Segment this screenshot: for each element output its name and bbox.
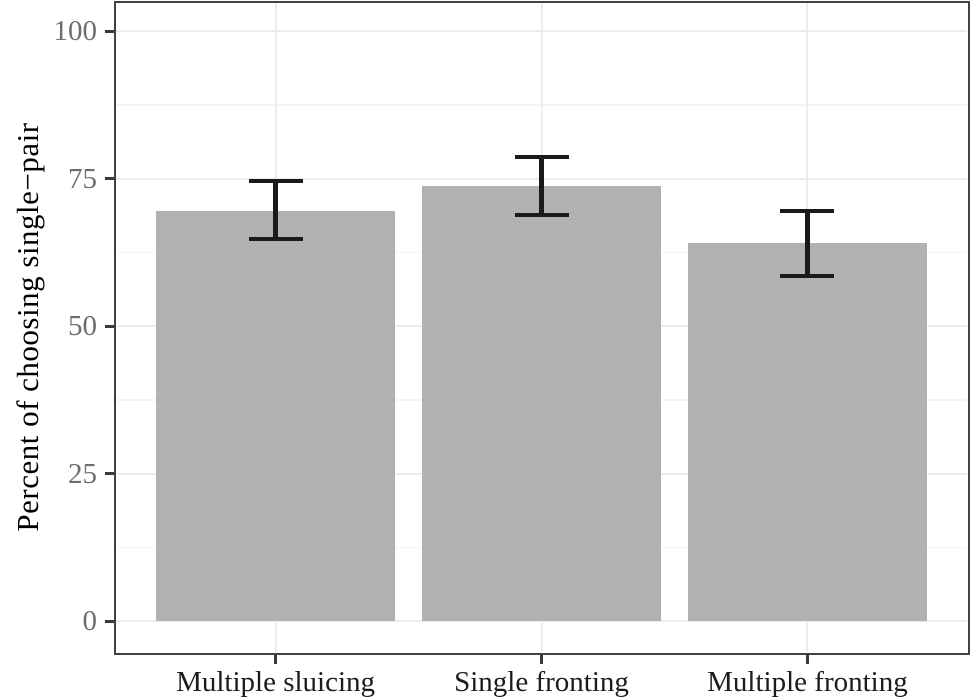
error-bar-cap-top [248, 179, 303, 184]
y-tick-label: 25 [68, 457, 97, 490]
error-bar-line [539, 157, 544, 215]
y-tick-mark [104, 29, 114, 33]
x-tick-label: Single fronting [454, 665, 629, 698]
y-tick-label: 50 [68, 310, 97, 343]
y-tick-label: 0 [82, 605, 98, 638]
y-tick-mark [104, 177, 114, 181]
x-tick-mark [540, 654, 543, 664]
y-tick-mark [104, 619, 114, 623]
y-tick-label: 75 [68, 162, 97, 195]
error-bar-line [273, 181, 279, 239]
x-tick-mark [805, 654, 809, 664]
error-bar-cap-top [780, 208, 835, 213]
error-bar-cap-bottom [248, 236, 303, 241]
x-tick-mark [274, 654, 278, 664]
error-bar-cap-bottom [514, 212, 569, 217]
error-bar-cap-top [514, 155, 569, 160]
bar [155, 210, 396, 622]
y-tick-mark [104, 472, 114, 476]
y-tick-label: 100 [53, 15, 98, 48]
bar [687, 243, 928, 622]
x-tick-label: Multiple fronting [707, 665, 908, 698]
error-bar-cap-bottom [780, 273, 835, 278]
y-tick-mark [104, 324, 114, 328]
x-tick-label: Multiple sluicing [176, 665, 376, 698]
bar [421, 185, 662, 621]
error-bar-line [804, 210, 810, 276]
